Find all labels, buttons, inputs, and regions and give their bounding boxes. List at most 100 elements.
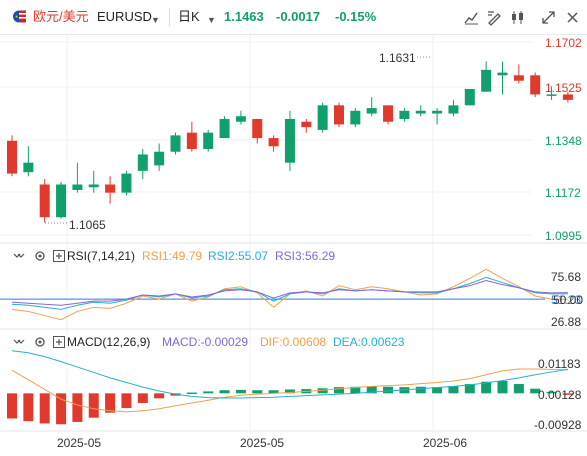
candle-body (121, 173, 132, 193)
macd-bar (252, 390, 263, 394)
high-price-label: 1.1631 (379, 51, 416, 65)
macd-bar (39, 393, 50, 424)
date-axis-label: 2025-05 (57, 436, 102, 450)
rsi-line-2 (11, 276, 568, 310)
draw-icon[interactable] (486, 9, 503, 26)
candle-body (105, 184, 116, 193)
candle-body (562, 94, 573, 100)
candle-body (497, 72, 508, 76)
rsi-series (0, 268, 568, 321)
candle-body (383, 105, 394, 122)
candle-body (170, 135, 181, 152)
candle-body (72, 184, 83, 190)
divider (169, 8, 170, 26)
candle-body (252, 118, 263, 139)
grid (0, 35, 587, 432)
rsi-title[interactable]: RSI(7,14,21) (67, 249, 136, 263)
macd-bar (154, 393, 165, 399)
macd-axis-label: 0.01183 (538, 357, 581, 371)
candle-body (334, 105, 344, 125)
chevron-down-icon[interactable]: ▼ (151, 15, 160, 25)
dif-value: DIF:0.00608 (260, 335, 327, 349)
macd-bar (334, 387, 344, 394)
candle-body (219, 118, 230, 139)
chart-header: 欧元/美元 EURUSD ▼ 日K ▼ 1.1463 -0.0017 -0.15… (0, 0, 587, 35)
macd-bar (530, 388, 541, 394)
add-indicator-icon[interactable] (53, 250, 65, 262)
macd-bar (203, 391, 214, 394)
macd-axis-label: 0.00128 (538, 388, 582, 402)
candle-body (432, 110, 443, 114)
period-selector[interactable]: 日K (178, 9, 200, 24)
macd-bar (268, 390, 279, 394)
close-icon[interactable] (564, 9, 581, 26)
macd-bar (432, 387, 443, 394)
candle-body (284, 118, 295, 163)
date-axis-label: 2025-05 (240, 436, 285, 450)
price-axis-label: 1.1172 (545, 186, 581, 200)
macd-value: MACD:-0.00029 (162, 335, 249, 349)
macd-axis-label: -0.00928 (534, 418, 582, 432)
price-change: -0.0017 (276, 9, 321, 24)
macd-bar (23, 393, 34, 422)
candle-body (23, 162, 34, 173)
macd-bar (415, 386, 426, 394)
pair-name[interactable]: 欧元/美元 (33, 9, 89, 24)
rsi-axis-label: 50.00 (553, 293, 584, 307)
macd-bar (105, 393, 116, 413)
candle-body (546, 94, 557, 96)
macd-bar (350, 386, 361, 394)
candle-type-icon[interactable] (509, 9, 526, 26)
fullscreen-icon[interactable] (540, 9, 557, 26)
rsi-line-3 (11, 280, 568, 306)
rsi-header: RSI(7,14,21) RSI1:49.79 RSI2:55.07 RSI3:… (0, 248, 540, 264)
price-axis-label: 1.0995 (545, 229, 582, 243)
indicator-icon[interactable] (463, 9, 480, 26)
candle-body (464, 88, 475, 106)
macd-histogram (7, 380, 573, 425)
dif-line (11, 368, 568, 413)
macd-bar (186, 392, 197, 395)
add-indicator-icon[interactable] (53, 336, 65, 348)
macd-bar (72, 393, 83, 422)
candle-body (317, 105, 328, 130)
rsi-axis-label: 75.68 (551, 270, 582, 284)
macd-bar (284, 389, 295, 394)
macd-header: MACD(12,26,9) MACD:-0.00029 DIF:0.00608 … (0, 334, 540, 350)
macd-bar (513, 384, 524, 394)
macd-bar (88, 393, 99, 418)
dea-line (11, 350, 568, 399)
rsi-axis-label: 26.88 (551, 315, 582, 329)
macd-bar (7, 393, 17, 419)
macd-title[interactable]: MACD(12,26,9) (67, 335, 151, 349)
macd-bar (481, 381, 492, 394)
candle-body (530, 75, 541, 95)
macd-bar (448, 385, 459, 394)
chevrons-icon[interactable] (13, 250, 25, 262)
candle-body (415, 110, 426, 114)
last-price: 1.1463 (224, 9, 264, 24)
rsi3-value: RSI3:56.29 (275, 249, 336, 263)
rsi1-value: RSI1:49.79 (142, 249, 203, 263)
candle-body (448, 105, 459, 114)
settings-icon[interactable] (34, 250, 46, 262)
chevrons-icon[interactable] (13, 336, 25, 348)
candle-body (513, 75, 524, 81)
macd-bar (121, 393, 132, 409)
macd-bar (56, 393, 67, 425)
candlestick-series (7, 56, 573, 224)
macd-bar (235, 389, 246, 394)
settings-icon[interactable] (34, 336, 46, 348)
macd-bar (497, 380, 508, 394)
macd-bar (219, 390, 230, 394)
rsi-axis-label: 51.23 (551, 293, 582, 307)
pair-symbol[interactable]: EURUSD (97, 9, 152, 24)
price-axis-label: 1.1702 (545, 36, 582, 50)
price-axis-label: 1.1525 (545, 81, 582, 95)
macd-bar (366, 386, 377, 394)
price-axis-label: 1.1348 (545, 134, 582, 148)
macd-bar (137, 393, 148, 403)
macd-lines (11, 350, 568, 413)
chevron-down-icon[interactable]: ▼ (207, 15, 216, 25)
